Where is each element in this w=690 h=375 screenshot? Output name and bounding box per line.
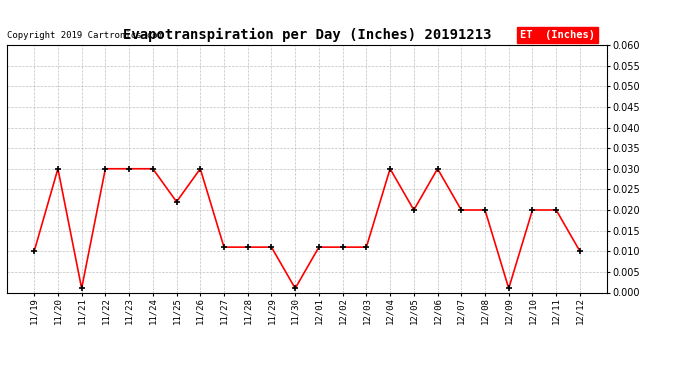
Title: Evapotranspiration per Day (Inches) 20191213: Evapotranspiration per Day (Inches) 2019… [123, 28, 491, 42]
Text: Copyright 2019 Cartronics.com: Copyright 2019 Cartronics.com [7, 31, 163, 40]
Text: ET  (Inches): ET (Inches) [520, 30, 595, 40]
